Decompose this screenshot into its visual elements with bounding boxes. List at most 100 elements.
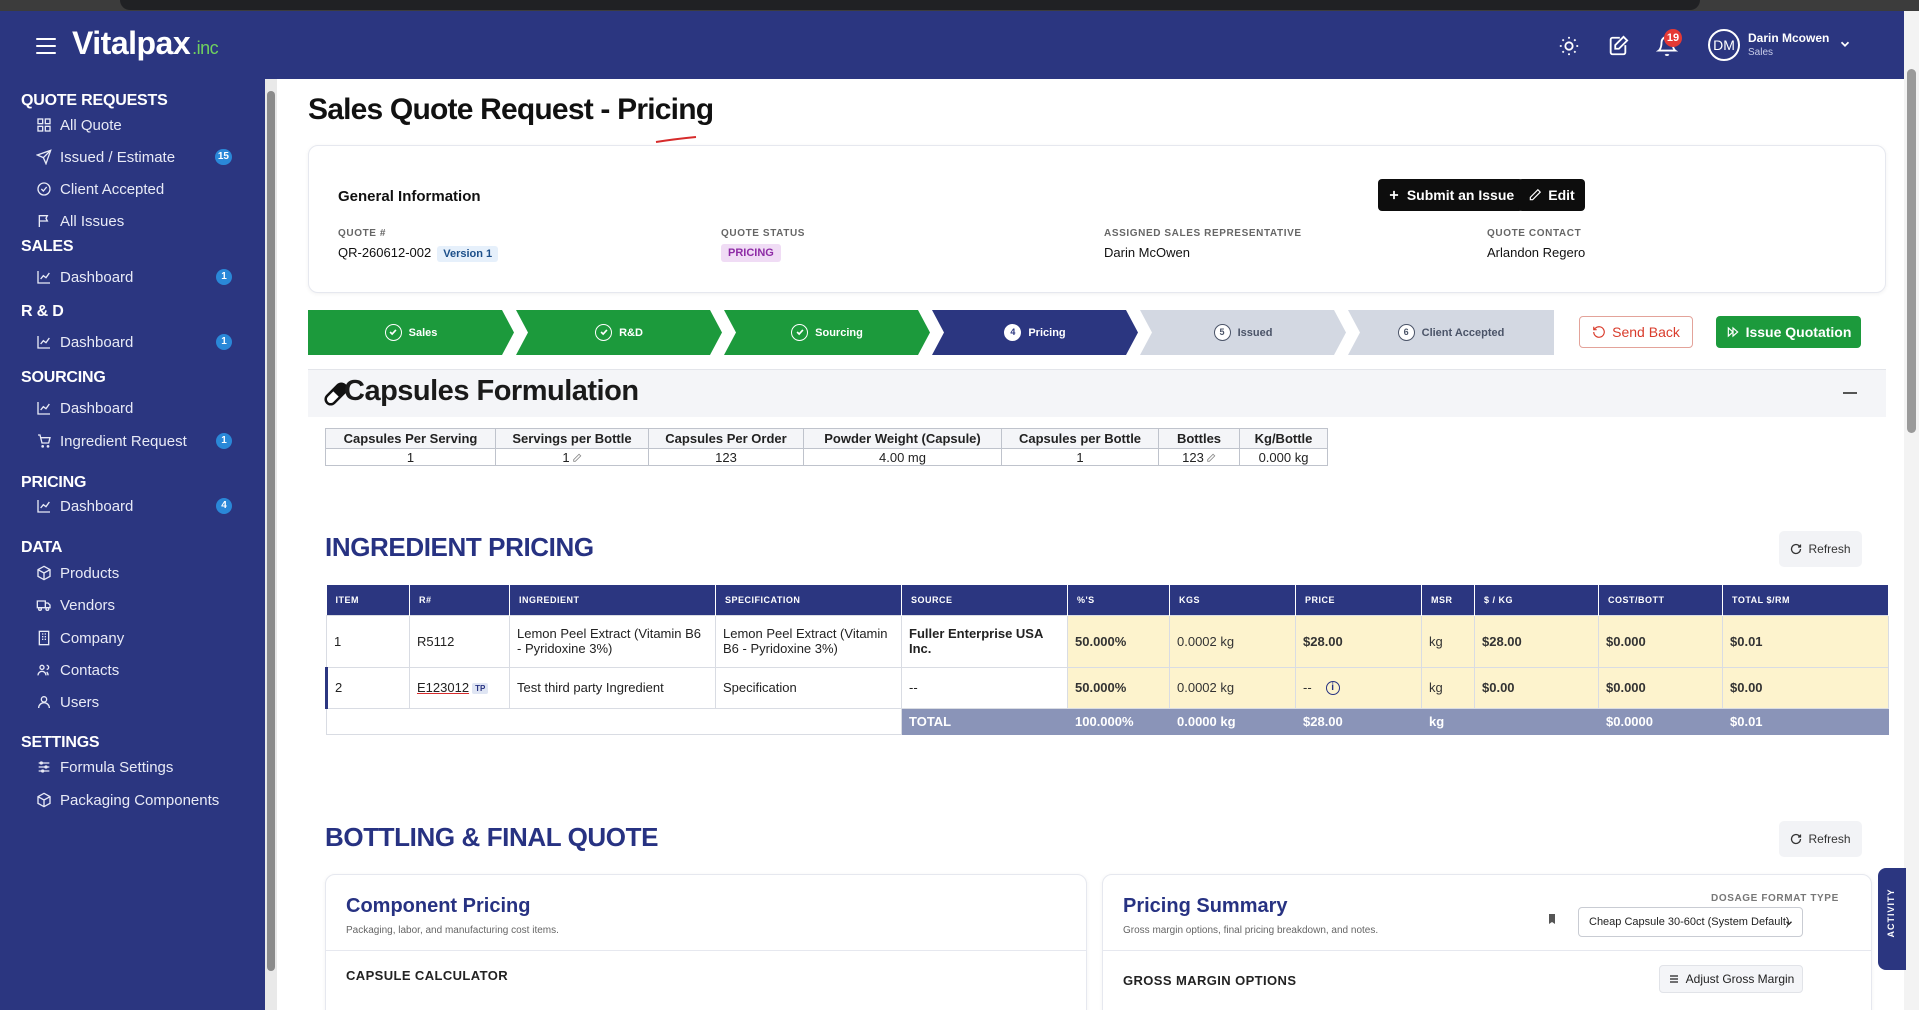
dosage-format-select[interactable]: Cheap Capsule 30-60ct (System Default) bbox=[1578, 907, 1803, 937]
send-icon bbox=[36, 149, 52, 165]
step-arrow-shape bbox=[516, 310, 722, 355]
column-header: SPECIFICATION bbox=[715, 585, 902, 615]
count-badge: 1 bbox=[216, 334, 232, 350]
table-row[interactable]: 2 E123012 TP Test third party Ingredient Spe… bbox=[325, 666, 1889, 709]
page-scrollbar[interactable] bbox=[1904, 11, 1919, 1010]
sidebar-item-dashboard[interactable]: Dashboard bbox=[36, 397, 246, 419]
sidebar-section-title: R & D bbox=[21, 303, 64, 320]
collapse-icon[interactable] bbox=[1843, 392, 1857, 394]
sun-icon[interactable] bbox=[1558, 35, 1580, 57]
sidebar-item-packaging-components[interactable]: Packaging Components bbox=[36, 789, 246, 811]
sidebar-item-label: Vendors bbox=[60, 596, 116, 614]
sidebar-scrollbar[interactable] bbox=[265, 79, 277, 1010]
step-label: R&D bbox=[619, 326, 643, 339]
adjust-gross-margin-button[interactable]: Adjust Gross Margin bbox=[1659, 965, 1803, 993]
sidebar-item-contacts[interactable]: Contacts bbox=[36, 659, 246, 681]
step-number: 5 bbox=[1213, 324, 1231, 341]
column-header: INGREDIENT bbox=[509, 585, 716, 615]
table-cell: $0.000 bbox=[1598, 614, 1723, 668]
sidebar-item-dashboard[interactable]: Dashboard 4 bbox=[36, 495, 246, 517]
brand-logo[interactable]: Vitalpax .inc bbox=[72, 25, 219, 61]
check-icon bbox=[595, 324, 613, 341]
sidebar-item-label: Products bbox=[60, 564, 120, 582]
check-icon bbox=[384, 324, 402, 341]
column-header: R# bbox=[409, 585, 510, 615]
user-role: Sales bbox=[1748, 47, 1774, 58]
table-cell: 2 bbox=[325, 666, 410, 709]
pricing-summary-title: Pricing Summary bbox=[1123, 895, 1288, 917]
plus-icon bbox=[1389, 190, 1398, 200]
step-issued[interactable]: 5 Issued bbox=[1140, 310, 1346, 355]
issue-quotation-button[interactable]: Issue Quotation bbox=[1716, 316, 1861, 348]
chevron-down-icon bbox=[1786, 921, 1792, 926]
gross-margin-heading: GROSS MARGIN OPTIONS bbox=[1123, 973, 1297, 988]
sidebar-item-company[interactable]: Company bbox=[36, 627, 246, 649]
send-back-button[interactable]: Send Back bbox=[1579, 316, 1693, 348]
table-cell: 50.000% bbox=[1067, 666, 1170, 709]
pencil-icon[interactable] bbox=[1206, 453, 1216, 463]
sidebar-item-products[interactable]: Products bbox=[36, 562, 246, 584]
submit-issue-button[interactable]: Submit an Issue bbox=[1378, 179, 1523, 211]
chart-icon bbox=[37, 271, 50, 284]
sidebar-item-label: Company bbox=[60, 629, 125, 647]
sidebar-item-issued-estimate[interactable]: Issued / Estimate 15 bbox=[36, 146, 246, 168]
sidebar-item-vendors[interactable]: Vendors bbox=[36, 594, 246, 616]
step-sales[interactable]: Sales bbox=[308, 310, 514, 355]
sidebar-item-label: Dashboard bbox=[60, 268, 134, 286]
column-header: KGS bbox=[1169, 585, 1296, 615]
sidebar-section-title: PRICING bbox=[21, 474, 87, 491]
step-pricing[interactable]: 4 Pricing bbox=[932, 310, 1138, 355]
step-number: 6 bbox=[1397, 324, 1415, 341]
table-cell: 0.0002 kg bbox=[1169, 614, 1296, 668]
sidebar-item-all-quote[interactable]: All Quote bbox=[36, 114, 246, 136]
formulation-header bbox=[308, 369, 1886, 417]
undo-icon bbox=[1593, 326, 1605, 338]
info-icon[interactable]: i bbox=[1325, 681, 1340, 696]
table-cell: Lemon Peel Extract (Vitamin B6 - Pyridox… bbox=[509, 614, 716, 668]
chevron-down-icon[interactable] bbox=[1838, 37, 1852, 51]
bookmark-icon[interactable] bbox=[1546, 913, 1558, 925]
menu-icon[interactable] bbox=[36, 38, 56, 54]
box-icon bbox=[37, 792, 51, 808]
sidebar-item-label: Dashboard bbox=[60, 333, 134, 351]
step-r-d[interactable]: R&D bbox=[516, 310, 722, 355]
step-label: Sales bbox=[408, 326, 438, 339]
sidebar-item-dashboard[interactable]: Dashboard 1 bbox=[36, 266, 246, 288]
table-cell: Test third party Ingredient bbox=[509, 666, 716, 709]
table-cell: Specification bbox=[715, 666, 902, 709]
table-cell: $28.00 bbox=[1295, 614, 1422, 668]
table-cell[interactable]: 123 bbox=[1158, 448, 1240, 466]
sidebar-item-client-accepted[interactable]: Client Accepted bbox=[36, 178, 246, 200]
activity-tab[interactable]: ACTIVITY bbox=[1878, 868, 1906, 970]
sales-rep-value: Darin McOwen bbox=[1104, 245, 1190, 260]
table-row[interactable]: 1 R5112 Lemon Peel Extract (Vitamin B6 - P… bbox=[326, 614, 1889, 668]
bottling-refresh-button[interactable]: Refresh bbox=[1779, 821, 1862, 857]
table-cell[interactable]: 1 bbox=[495, 448, 649, 466]
step-client-accepted[interactable]: 6 Client Accepted bbox=[1348, 310, 1554, 355]
avatar[interactable]: DM bbox=[1708, 29, 1740, 61]
step-arrow-shape bbox=[308, 310, 514, 355]
sidebar-item-dashboard[interactable]: Dashboard 1 bbox=[36, 331, 246, 353]
edit-button[interactable]: Edit bbox=[1518, 179, 1585, 211]
pencil-icon[interactable] bbox=[572, 453, 582, 463]
column-header: %'S bbox=[1067, 585, 1170, 615]
sidebar-item-formula-settings[interactable]: Formula Settings bbox=[36, 756, 246, 778]
column-header: COST/BOTT bbox=[1598, 585, 1723, 615]
table-cell: 1 bbox=[326, 614, 410, 668]
fast-forward-icon bbox=[1727, 326, 1739, 338]
table-cell: 4.00 mg bbox=[803, 448, 1002, 466]
sidebar-item-ingredient-request[interactable]: Ingredient Request 1 bbox=[36, 430, 246, 452]
general-info-card: General Information Submit an Issue Edit… bbox=[308, 145, 1886, 293]
edit-note-icon[interactable] bbox=[1607, 35, 1629, 57]
sidebar-item-users[interactable]: Users bbox=[36, 691, 246, 713]
step-sourcing[interactable]: Sourcing bbox=[724, 310, 930, 355]
table-cell: $0.00 bbox=[1474, 666, 1599, 709]
table-cell: Fuller Enterprise USA Inc. bbox=[901, 614, 1068, 668]
sidebar-item-label: Users bbox=[60, 693, 100, 711]
ingredient-refresh-button[interactable]: Refresh bbox=[1779, 531, 1862, 567]
column-header: Capsules Per Order bbox=[648, 428, 804, 449]
step-arrow-shape bbox=[724, 310, 930, 355]
component-pricing-title: Component Pricing bbox=[346, 895, 531, 917]
sidebar-item-all-issues[interactable]: All Issues bbox=[36, 210, 246, 232]
column-header: MSR bbox=[1421, 585, 1475, 615]
